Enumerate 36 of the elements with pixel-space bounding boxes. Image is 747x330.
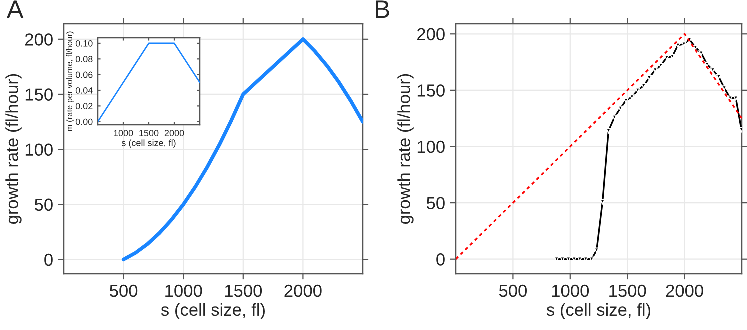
y-tick-label: 100 (418, 140, 445, 154)
chart-title: A (7, 0, 24, 18)
y-tick-label: 150 (418, 84, 445, 97)
x-axis-title: s (cell size, fl) (546, 303, 650, 320)
y-tick-label: 150 (26, 88, 53, 101)
x-tick-label: 1500 (140, 130, 159, 136)
y-tick-label: 0.02 (76, 103, 93, 110)
point (682, 42, 687, 47)
y-tick-label: 0.06 (76, 72, 93, 78)
x-tick-label: 2000 (666, 284, 704, 298)
chart-title: B (376, 0, 390, 18)
y-tick-label: 100 (26, 144, 53, 156)
y-tick-label: 0.00 (76, 118, 93, 126)
y-tick-label: 0.08 (76, 56, 93, 63)
y-tick-label: 200 (417, 28, 445, 41)
x-tick-label: 1500 (225, 284, 262, 298)
y-tick-label: 50 (426, 197, 445, 210)
x-tick-label: 1000 (552, 284, 590, 298)
x-tick-label: 1000 (166, 284, 202, 298)
y-tick-label: 200 (25, 34, 53, 46)
x-tick-label: 500 (110, 284, 138, 298)
y-axis-title: m (rate per volume, fl/hour) (66, 32, 74, 132)
x-axis-title: s (cell size, fl) (161, 303, 265, 320)
y-tick-label: 50 (34, 198, 53, 212)
x-tick-label: 2000 (284, 284, 322, 298)
y-tick-label: 0.10 (76, 40, 93, 47)
y-axis-title: growth rate (fl/hour) (398, 74, 414, 224)
x-axis-title: s (cell size, fl) (122, 140, 176, 148)
y-axis-title: growth rate (fl/hour) (6, 74, 22, 224)
x-tick-label: 500 (499, 284, 528, 298)
y-tick-label: 0.04 (76, 87, 93, 94)
y-tick-label: 0 (44, 254, 53, 266)
x-tick-label: 1000 (114, 130, 134, 136)
x-tick-label: 2000 (164, 130, 184, 136)
x-tick-label: 1500 (610, 284, 646, 298)
y-tick-label: 0 (436, 254, 445, 266)
